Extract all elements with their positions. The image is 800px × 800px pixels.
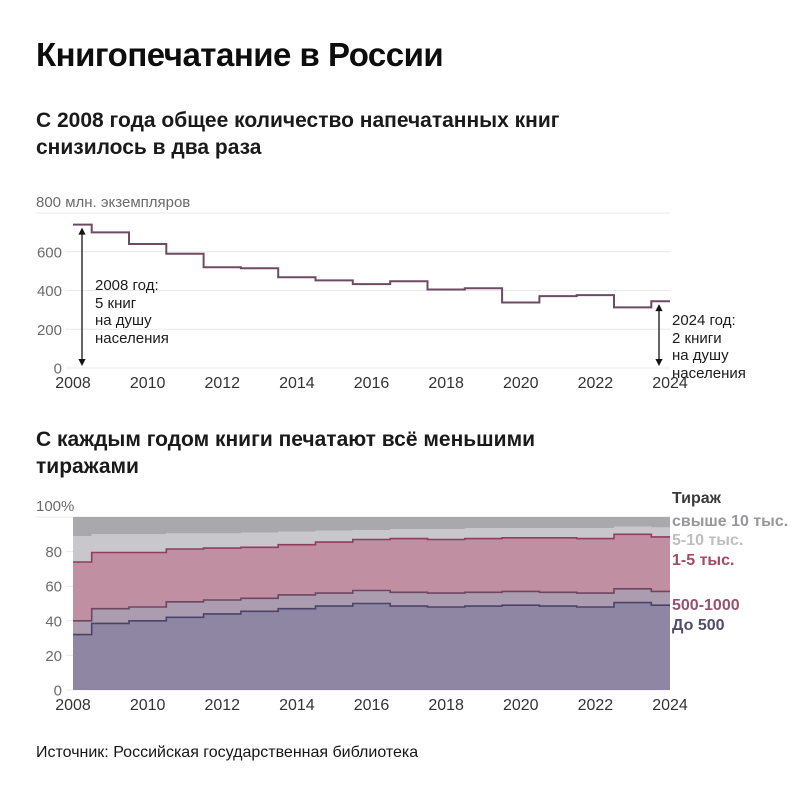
arrow-2008-head-down bbox=[78, 359, 86, 366]
chart2-heading: С каждым годом книги печатают всё меньши… bbox=[36, 428, 536, 478]
area-band-3 bbox=[73, 534, 670, 621]
area-band-1 bbox=[73, 602, 670, 690]
x-tick-label: 2010 bbox=[130, 375, 166, 392]
y-tick-label: 200 bbox=[37, 322, 62, 339]
chart1-heading: С 2008 года общее количество напечатанны… bbox=[36, 109, 560, 159]
legend-item-3: 1-5 тыс. bbox=[672, 551, 735, 569]
legend-item-5: До 500 bbox=[672, 616, 725, 634]
x-tick-label: 2016 bbox=[354, 697, 390, 714]
x-tick-label: 2014 bbox=[279, 697, 315, 714]
annotation-line: населения bbox=[95, 329, 169, 347]
annotation-line: 5 книг bbox=[95, 294, 137, 312]
annotation-line: 2024 год: bbox=[672, 312, 736, 329]
arrow-2024-head-up bbox=[655, 304, 663, 312]
chart2-legend: Тираж свыше 10 тыс. 5-10 тыс. 1-5 тыс. 500-… bbox=[672, 489, 788, 635]
page-title: Книгопечатание в России bbox=[36, 36, 444, 73]
x-tick-label: 2024 bbox=[652, 697, 688, 714]
annotation-line: населения bbox=[672, 364, 746, 382]
annotation-line: 2008 год: bbox=[95, 277, 159, 294]
annotation-line: 2 книги bbox=[672, 329, 722, 347]
x-tick-label: 2022 bbox=[578, 375, 614, 392]
area-band-5 bbox=[73, 517, 670, 536]
band-border-2 bbox=[73, 587, 670, 622]
y-tick-label: 40 bbox=[45, 613, 62, 630]
x-tick-label: 2020 bbox=[503, 697, 539, 714]
annotation-line: на душу bbox=[672, 347, 729, 364]
x-tick-label: 2008 bbox=[55, 697, 91, 714]
legend-item-2: 5-10 тыс. bbox=[672, 532, 744, 549]
source-note: Источник: Российская государственная биб… bbox=[36, 744, 419, 761]
band-border-3 bbox=[73, 533, 670, 563]
y-tick-label: 0 bbox=[54, 683, 62, 700]
annotation-line: на душу bbox=[95, 312, 152, 329]
y-tick-label: 60 bbox=[45, 579, 62, 596]
annotation-2008: 2008 год: 5 книг на душу населения bbox=[95, 277, 215, 347]
legend-item-4: 500-1000 bbox=[672, 597, 740, 614]
y-tick-label: 0 bbox=[54, 361, 62, 378]
x-tick-label: 2024 bbox=[652, 375, 688, 392]
total-print-run-line bbox=[73, 223, 670, 309]
band-border-1 bbox=[73, 601, 670, 636]
x-tick-label: 2012 bbox=[204, 375, 240, 392]
x-tick-label: 2012 bbox=[204, 697, 240, 714]
x-tick-label: 2014 bbox=[279, 375, 315, 392]
x-tick-label: 2020 bbox=[503, 375, 539, 392]
y-axis-top-label: 100% bbox=[36, 498, 74, 515]
x-tick-label: 2018 bbox=[428, 375, 464, 392]
area-band-4 bbox=[73, 526, 670, 562]
y-tick-label: 80 bbox=[45, 544, 62, 561]
annotation-2024: 2024 год: 2 книги на душу населения bbox=[672, 312, 797, 382]
y-axis-top-label: 800 млн. экземпляров bbox=[36, 194, 190, 211]
x-tick-label: 2022 bbox=[578, 697, 614, 714]
x-tick-label: 2018 bbox=[428, 697, 464, 714]
y-tick-label: 400 bbox=[37, 283, 62, 300]
legend-title: Тираж bbox=[672, 490, 722, 507]
x-tick-label: 2016 bbox=[354, 375, 390, 392]
arrow-2008-head-up bbox=[78, 227, 86, 235]
arrow-2024-head-down bbox=[655, 359, 663, 366]
legend-item-1: свыше 10 тыс. bbox=[672, 512, 789, 530]
y-tick-label: 20 bbox=[45, 648, 62, 665]
x-tick-label: 2010 bbox=[130, 697, 166, 714]
x-tick-label: 2008 bbox=[55, 375, 91, 392]
y-tick-label: 600 bbox=[37, 244, 62, 261]
